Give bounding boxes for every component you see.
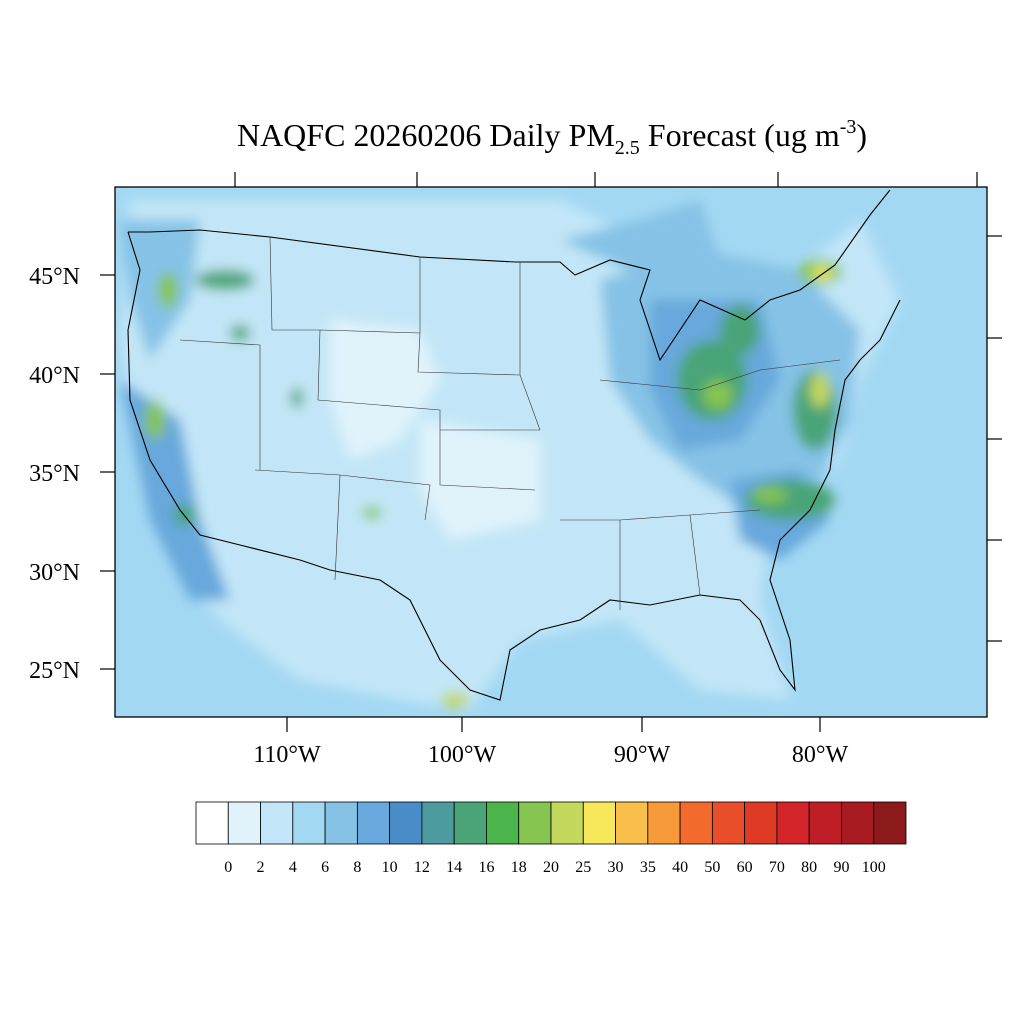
title: NAQFC 20260206 Daily PM2.5 Forecast (ug … [237,116,867,159]
longitude-label: 80°W [792,742,849,768]
latitude-label: 25°N [29,658,80,684]
colorbar-box [453,801,487,845]
latitude-labels: 45°N 40°N 35°N 30°N 25°N [29,264,80,684]
colorbar-label: 80 [801,859,817,876]
colorbar-label: 6 [321,859,329,876]
colorbar-box [550,801,584,845]
colorbar-label: 8 [353,859,361,876]
colorbar-label: 16 [478,859,494,876]
colorbar-label: 18 [511,859,527,876]
longitude-labels: 110°W 100°W 90°W 80°W [253,742,848,768]
colorbar-label: 50 [704,859,720,876]
colorbar-label: 2 [257,859,265,876]
colorbar-label: 12 [414,859,430,876]
title-subscript: 2.5 [615,137,640,159]
colorbar-label: 10 [382,859,398,876]
colorbar-box [292,801,326,845]
colorbar-box [260,801,294,845]
colorbar-box [615,801,649,845]
title-end: ) [856,117,867,153]
colorbar-label: 40 [672,859,688,876]
colorbar-box [389,801,423,845]
colorbar-label: 0 [224,859,232,876]
colorbar-box [744,801,778,845]
colorbar-box [227,801,261,845]
colorbar-label: 14 [446,859,462,876]
longitude-label: 110°W [253,742,321,768]
colorbar-label: 20 [543,859,559,876]
colorbar-box [808,801,842,845]
map-field [115,187,987,717]
colorbar-label: 30 [608,859,624,876]
colorbar-box [421,801,455,845]
longitude-label: 100°W [428,742,497,768]
latitude-label: 35°N [29,461,80,487]
title-superscript: -3 [840,116,857,138]
colorbar-box [679,801,713,845]
colorbar-label: 70 [769,859,785,876]
colorbar-box [518,801,552,845]
colorbar-box [776,801,810,845]
colorbar-box [356,801,391,845]
colorbar-label: 100 [862,859,886,876]
colorbar-label: 4 [289,859,297,876]
colorbar-box [324,801,358,845]
longitude-label: 90°W [614,742,671,768]
colorbar-box [486,801,520,845]
colorbar-label: 90 [833,859,849,876]
colorbar-box [195,801,229,845]
colorbar: 0 2 4 6 8 10 12 14 16 18 20 25 30 35 40 50 60 70 80 90 100 [195,801,907,876]
title-middle: Forecast (ug m [640,117,840,153]
colorbar-box [841,801,875,845]
colorbar-box [647,801,681,845]
latitude-label: 45°N [29,264,80,290]
latitude-label: 40°N [29,363,80,389]
latitude-label: 30°N [29,560,80,586]
concentration-shading [120,200,900,710]
colorbar-box [582,801,616,845]
colorbar-label: 60 [737,859,753,876]
colorbar-box [873,801,907,845]
colorbar-label: 25 [575,859,591,876]
title-main: NAQFC 20260206 Daily PM [237,117,615,153]
colorbar-box [711,801,746,845]
frame-ticks [100,172,1002,732]
colorbar-label: 35 [640,859,656,876]
map-frame [114,186,988,718]
